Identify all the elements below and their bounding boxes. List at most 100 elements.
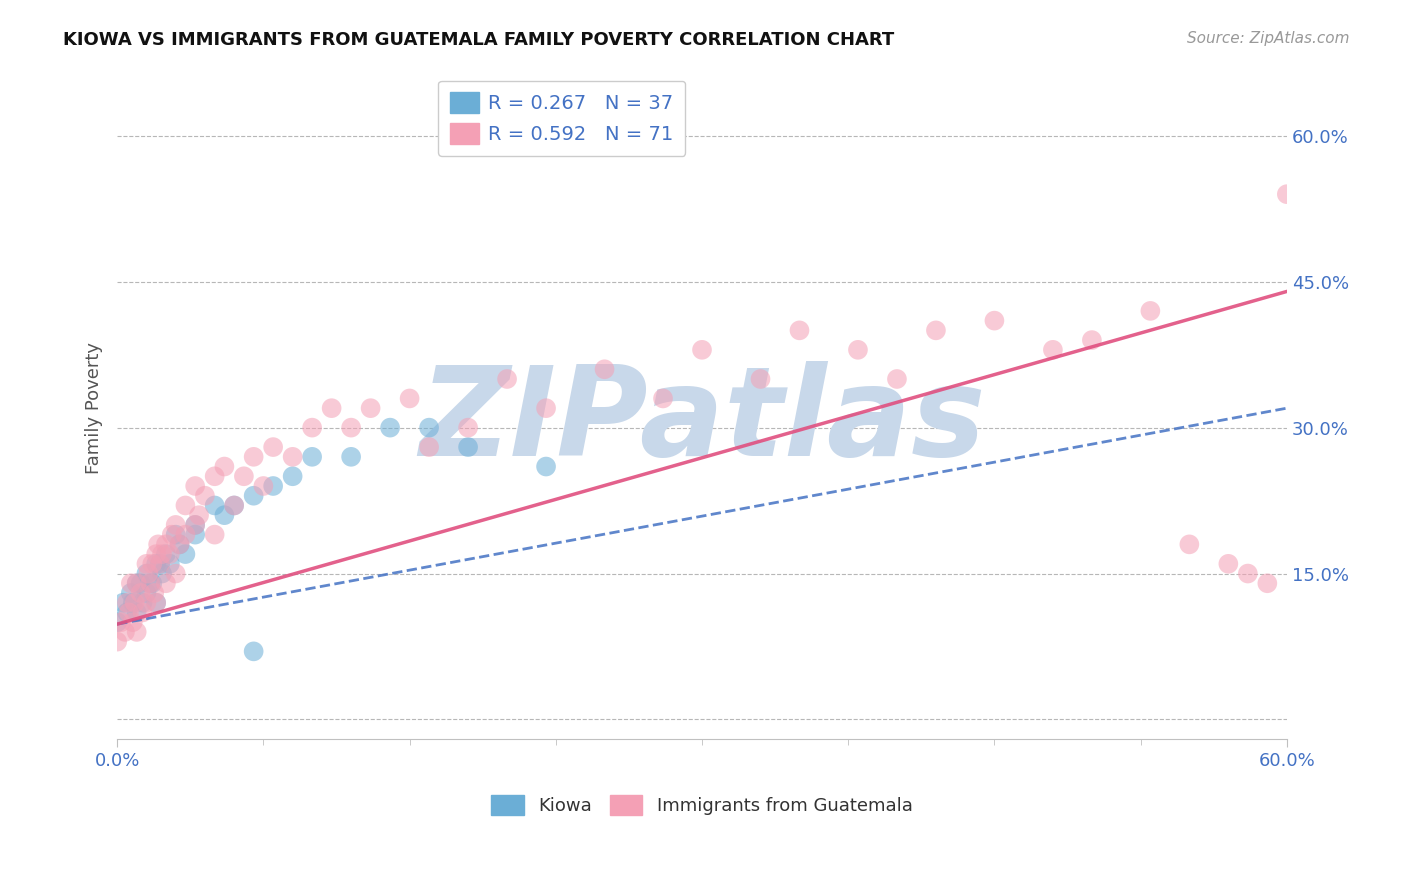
Point (145, 596, 167, 610)
Point (139, 576, 162, 591)
Point (281, 469, 304, 483)
Point (135, 557, 157, 571)
Point (139, 576, 162, 591)
Point (457, 440, 479, 454)
Point (457, 420, 479, 434)
Point (749, 372, 772, 386)
Point (124, 596, 146, 610)
Text: Source: ZipAtlas.com: Source: ZipAtlas.com (1187, 31, 1350, 46)
Point (886, 372, 908, 386)
Point (155, 547, 177, 561)
Text: ZIPatlas: ZIPatlas (419, 361, 986, 482)
Point (252, 479, 274, 493)
Point (846, 343, 869, 357)
Legend: Kiowa, Immigrants from Guatemala: Kiowa, Immigrants from Guatemala (484, 788, 920, 822)
Point (105, 615, 128, 630)
Point (188, 508, 211, 523)
Point (165, 517, 187, 532)
Point (141, 576, 163, 591)
Point (110, 615, 132, 630)
Point (242, 450, 264, 464)
Point (135, 596, 157, 610)
Point (1218, 557, 1240, 571)
Point (169, 537, 191, 551)
Point (165, 527, 187, 541)
Point (105, 634, 128, 648)
Point (149, 557, 172, 571)
Point (301, 420, 323, 434)
Point (184, 517, 207, 532)
Point (115, 606, 138, 620)
Point (983, 313, 1005, 327)
Point (496, 372, 519, 386)
Point (141, 557, 163, 571)
Point (145, 547, 167, 561)
Point (129, 576, 152, 591)
Point (224, 499, 246, 513)
Point (125, 576, 148, 591)
Point (184, 527, 207, 541)
Point (398, 392, 420, 406)
Point (121, 596, 143, 610)
Point (159, 557, 181, 571)
Point (232, 469, 254, 483)
Point (204, 527, 226, 541)
Point (1237, 566, 1260, 581)
Point (125, 606, 148, 620)
Point (174, 499, 197, 513)
Point (242, 489, 264, 503)
Point (204, 499, 226, 513)
Point (1081, 333, 1104, 347)
Point (224, 499, 246, 513)
Point (121, 615, 143, 630)
Point (925, 323, 948, 337)
Point (214, 508, 236, 523)
Point (169, 537, 191, 551)
Point (1139, 304, 1161, 318)
Point (135, 586, 157, 600)
Point (301, 450, 323, 464)
Point (155, 576, 177, 591)
Point (340, 450, 363, 464)
Point (129, 586, 152, 600)
Point (281, 450, 304, 464)
Point (155, 537, 177, 551)
Point (125, 624, 148, 639)
Point (321, 401, 343, 416)
Point (194, 489, 217, 503)
Point (204, 469, 226, 483)
Point (118, 606, 141, 620)
Point (145, 557, 167, 571)
Point (131, 596, 153, 610)
Point (159, 547, 181, 561)
Point (378, 420, 401, 434)
Text: KIOWA VS IMMIGRANTS FROM GUATEMALA FAMILY POVERTY CORRELATION CHART: KIOWA VS IMMIGRANTS FROM GUATEMALA FAMIL… (63, 31, 894, 49)
Point (690, 343, 713, 357)
Point (174, 527, 197, 541)
Point (262, 479, 284, 493)
Point (150, 547, 173, 561)
Point (143, 586, 166, 600)
Point (160, 527, 183, 541)
Point (1256, 576, 1278, 591)
Point (534, 459, 557, 474)
Point (1042, 343, 1064, 357)
Point (165, 566, 187, 581)
Point (146, 537, 169, 551)
Point (214, 459, 236, 474)
Point (262, 440, 284, 454)
Point (135, 566, 157, 581)
Point (789, 323, 811, 337)
Point (115, 596, 138, 610)
Point (1178, 537, 1201, 551)
Point (340, 420, 363, 434)
Point (534, 401, 557, 416)
Point (418, 440, 440, 454)
Point (145, 596, 167, 610)
Point (242, 644, 264, 658)
Point (150, 566, 173, 581)
Point (418, 420, 440, 434)
Point (120, 576, 142, 591)
Point (120, 586, 142, 600)
Point (593, 362, 616, 376)
